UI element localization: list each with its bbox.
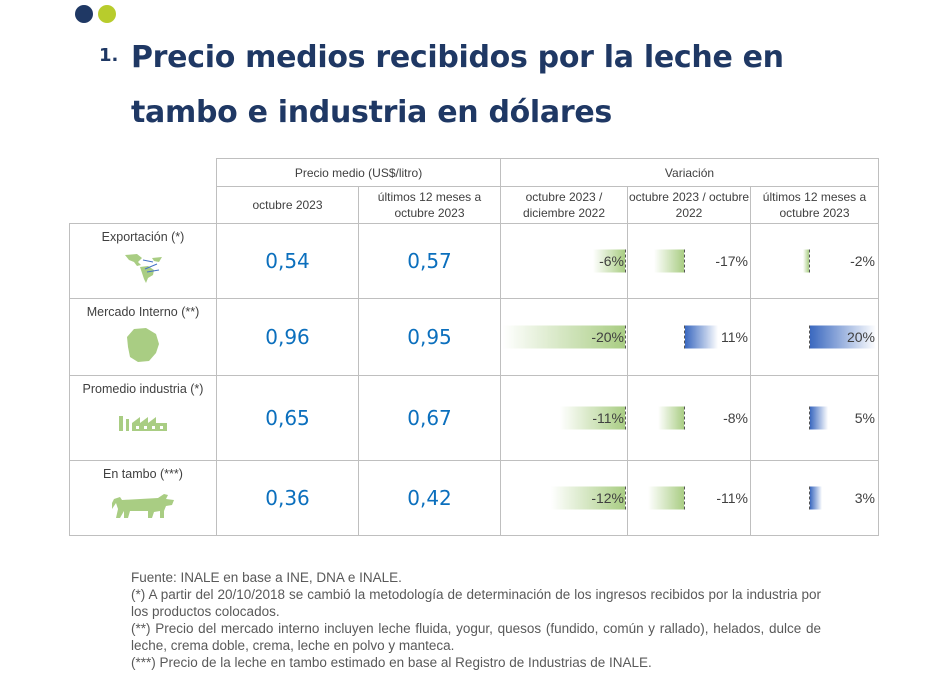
variation-value: -11%	[716, 490, 748, 506]
var-dec-cell: -11%	[500, 375, 628, 461]
variation-bar	[809, 486, 822, 510]
var-12m-cell: -2%	[750, 223, 879, 299]
navy-dot-icon	[75, 5, 93, 23]
uruguay-map-icon	[127, 328, 159, 362]
var-12m-cell: 20%	[750, 298, 879, 376]
variation-value: -6%	[599, 253, 624, 269]
price-value: 0,54	[265, 249, 310, 273]
variation-value: -20%	[591, 329, 624, 345]
col-header-var-dec: octubre 2023 / diciembre 2022	[500, 186, 628, 224]
variation-bar	[684, 325, 718, 349]
footnote-3: (***) Precio de la leche en tambo estima…	[131, 655, 652, 670]
variation-bar	[809, 406, 828, 430]
header-row-columns: octubre 2023 últimos 12 meses a octubre …	[70, 186, 879, 224]
var-yoy-cell: -8%	[627, 375, 751, 461]
price-cell: 0,65	[216, 375, 359, 461]
price12-value: 0,42	[407, 486, 452, 510]
var-dec-cell: -20%	[500, 298, 628, 376]
var-yoy-cell: -17%	[627, 223, 751, 299]
row-label: Promedio industria (*)	[82, 382, 204, 396]
col-header-var-yoy: octubre 2023 / octubre 2022	[627, 186, 751, 224]
var-dec-cell: -6%	[500, 223, 628, 299]
variation-value: 3%	[854, 490, 875, 506]
variation-bar	[593, 249, 626, 273]
header-row-groups: Precio medio (US$/litro) Variación	[70, 158, 879, 187]
table-row: Exportación (*) 0,54 0,57 -6% -17% -2%	[69, 223, 879, 299]
page-title: Precio medios recibidos por la leche en …	[131, 40, 784, 130]
group-header-price: Precio medio (US$/litro)	[216, 158, 501, 187]
price12-value: 0,57	[407, 249, 452, 273]
row-label-cell: En tambo (***)	[69, 460, 217, 536]
price12-cell: 0,95	[358, 298, 501, 376]
corner-cell	[70, 159, 217, 187]
var-yoy-cell: 11%	[627, 298, 751, 376]
variation-value: -2%	[850, 253, 875, 269]
col-header-var-12m: últimos 12 meses a octubre 2023	[750, 186, 879, 224]
row-label: En tambo (***)	[103, 467, 183, 481]
row-label-cell: Mercado Interno (**)	[69, 298, 217, 376]
price-value: 0,96	[265, 325, 310, 349]
section-number: 1.	[99, 45, 119, 66]
lime-dot-icon	[98, 5, 116, 23]
row-label: Mercado Interno (**)	[86, 305, 200, 319]
source-note: Fuente: INALE en base a INE, DNA e INALE…	[131, 570, 402, 585]
col-header-price-12m: últimos 12 meses a octubre 2023	[358, 186, 501, 224]
group-header-variation: Variación	[500, 158, 879, 187]
variation-bar	[803, 249, 810, 273]
price12-value: 0,95	[407, 325, 452, 349]
footnote-2: (**) Precio del mercado interno incluyen…	[131, 621, 821, 653]
variation-bar	[503, 325, 626, 349]
col-header-price-month: octubre 2023	[216, 186, 359, 224]
var-12m-cell: 5%	[750, 375, 879, 461]
var-dec-cell: -12%	[500, 460, 628, 536]
variation-bar	[809, 325, 876, 349]
row-label-cell: Promedio industria (*)	[69, 375, 217, 461]
row-label-cell: Exportación (*)	[69, 223, 217, 299]
price-value: 0,65	[265, 406, 310, 430]
price12-value: 0,67	[407, 406, 452, 430]
var-12m-cell: 3%	[750, 460, 879, 536]
variation-value: 5%	[854, 410, 875, 426]
price-cell: 0,54	[216, 223, 359, 299]
variation-bar	[654, 249, 685, 273]
row-label: Exportación (*)	[101, 230, 185, 244]
variation-bar	[648, 486, 685, 510]
variation-value: -8%	[723, 410, 748, 426]
cow-icon	[112, 494, 174, 518]
price-table: Precio medio (US$/litro) Variación octub…	[69, 158, 879, 536]
variation-value: 20%	[846, 329, 875, 345]
table-row: En tambo (***) 0,36 0,42 -12% -11% 3%	[69, 460, 879, 536]
variation-bar	[560, 406, 626, 430]
var-yoy-cell: -11%	[627, 460, 751, 536]
variation-bar	[658, 406, 685, 430]
table-row: Promedio industria (*) 0,65 0,67 -11% -8…	[69, 375, 879, 461]
price12-cell: 0,42	[358, 460, 501, 536]
variation-bar	[551, 486, 626, 510]
price12-cell: 0,57	[358, 223, 501, 299]
variation-value: 11%	[721, 329, 748, 345]
price-cell: 0,36	[216, 460, 359, 536]
price12-cell: 0,67	[358, 375, 501, 461]
table-row: Mercado Interno (**) 0,96 0,95 -20% 11% …	[69, 298, 879, 376]
factory-icon	[119, 416, 167, 431]
price-cell: 0,96	[216, 298, 359, 376]
americas-map-icon	[125, 254, 162, 283]
variation-value: -12%	[591, 490, 624, 506]
variation-value: -17%	[715, 253, 748, 269]
corner-cell	[70, 187, 217, 224]
footnotes: Fuente: INALE en base a INE, DNA e INALE…	[131, 569, 821, 671]
price-value: 0,36	[265, 486, 310, 510]
footnote-1: (*) A partir del 20/10/2018 se cambió la…	[131, 587, 821, 619]
variation-value: -11%	[592, 410, 624, 426]
